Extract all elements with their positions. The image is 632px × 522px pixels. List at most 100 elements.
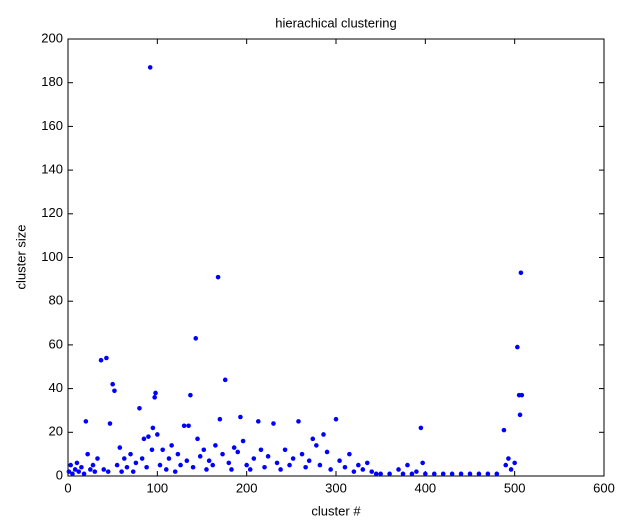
point <box>476 471 482 477</box>
point <box>112 388 117 394</box>
point <box>222 377 228 383</box>
point <box>178 462 183 468</box>
point <box>190 464 196 470</box>
point <box>95 456 100 461</box>
point <box>240 438 246 444</box>
point <box>356 462 361 468</box>
point <box>229 467 234 472</box>
point <box>337 458 342 464</box>
point <box>369 469 375 474</box>
point <box>152 395 157 400</box>
point <box>333 416 339 422</box>
point <box>220 451 225 457</box>
point <box>342 464 348 470</box>
point <box>501 427 507 433</box>
point <box>247 467 253 472</box>
point <box>290 456 296 461</box>
point <box>197 454 203 459</box>
point <box>396 467 401 472</box>
y-tick-label: 120 <box>41 205 63 220</box>
point <box>98 357 104 363</box>
x-tick-label: 200 <box>236 480 258 495</box>
point <box>79 464 84 470</box>
point <box>458 471 464 477</box>
point <box>519 392 525 398</box>
point <box>146 434 151 439</box>
point <box>217 416 223 422</box>
point <box>76 469 82 474</box>
point <box>141 436 147 442</box>
point <box>299 451 305 457</box>
point <box>440 471 446 477</box>
point <box>387 471 392 477</box>
point <box>105 469 111 474</box>
point <box>119 469 124 474</box>
point <box>137 405 142 411</box>
point <box>186 423 191 429</box>
point <box>107 421 113 426</box>
point <box>175 451 181 457</box>
point <box>467 471 473 477</box>
point <box>235 449 241 455</box>
point <box>150 425 156 431</box>
chart-title: hierachical clustering <box>275 15 396 30</box>
point <box>351 469 357 474</box>
point <box>314 443 319 448</box>
y-tick-label: 40 <box>49 380 63 395</box>
point <box>414 469 419 474</box>
point <box>508 467 514 472</box>
point <box>195 436 200 442</box>
y-tick-label: 60 <box>49 336 63 351</box>
point <box>101 467 107 472</box>
point <box>347 451 352 457</box>
point <box>160 447 165 453</box>
point <box>144 464 149 470</box>
point <box>364 460 370 466</box>
x-tick-label: 500 <box>504 480 526 495</box>
point <box>74 460 80 466</box>
x-axis-label: cluster # <box>311 503 361 518</box>
point <box>324 449 330 455</box>
point <box>328 467 333 472</box>
point <box>515 344 520 350</box>
point <box>238 414 243 420</box>
point <box>184 458 190 464</box>
point <box>423 471 428 477</box>
y-tick-label: 200 <box>41 30 63 45</box>
point <box>271 421 276 426</box>
y-axis-label: cluster size <box>13 224 28 289</box>
point <box>117 445 123 450</box>
point <box>262 464 267 470</box>
point <box>303 464 308 470</box>
point <box>265 454 271 459</box>
point <box>310 436 316 442</box>
point <box>72 467 78 472</box>
point <box>282 447 288 453</box>
x-tick-label: 0 <box>64 480 71 495</box>
y-tick-label: 160 <box>41 118 63 133</box>
point <box>378 471 383 477</box>
x-tick-label: 300 <box>325 480 347 495</box>
point <box>321 432 326 437</box>
point <box>130 469 136 474</box>
point <box>193 336 199 341</box>
point <box>90 462 96 468</box>
point <box>68 462 73 468</box>
point <box>121 456 127 461</box>
point <box>287 462 292 468</box>
point <box>83 419 89 424</box>
point <box>296 419 301 424</box>
point <box>360 467 366 472</box>
point <box>506 456 511 461</box>
point <box>431 471 437 477</box>
point <box>215 274 221 280</box>
y-tick-label: 100 <box>41 249 63 264</box>
point <box>231 445 237 450</box>
x-tick-label: 400 <box>414 480 436 495</box>
point <box>258 447 264 453</box>
point <box>409 471 415 477</box>
point <box>274 460 280 466</box>
point <box>166 456 172 461</box>
point <box>420 460 425 466</box>
